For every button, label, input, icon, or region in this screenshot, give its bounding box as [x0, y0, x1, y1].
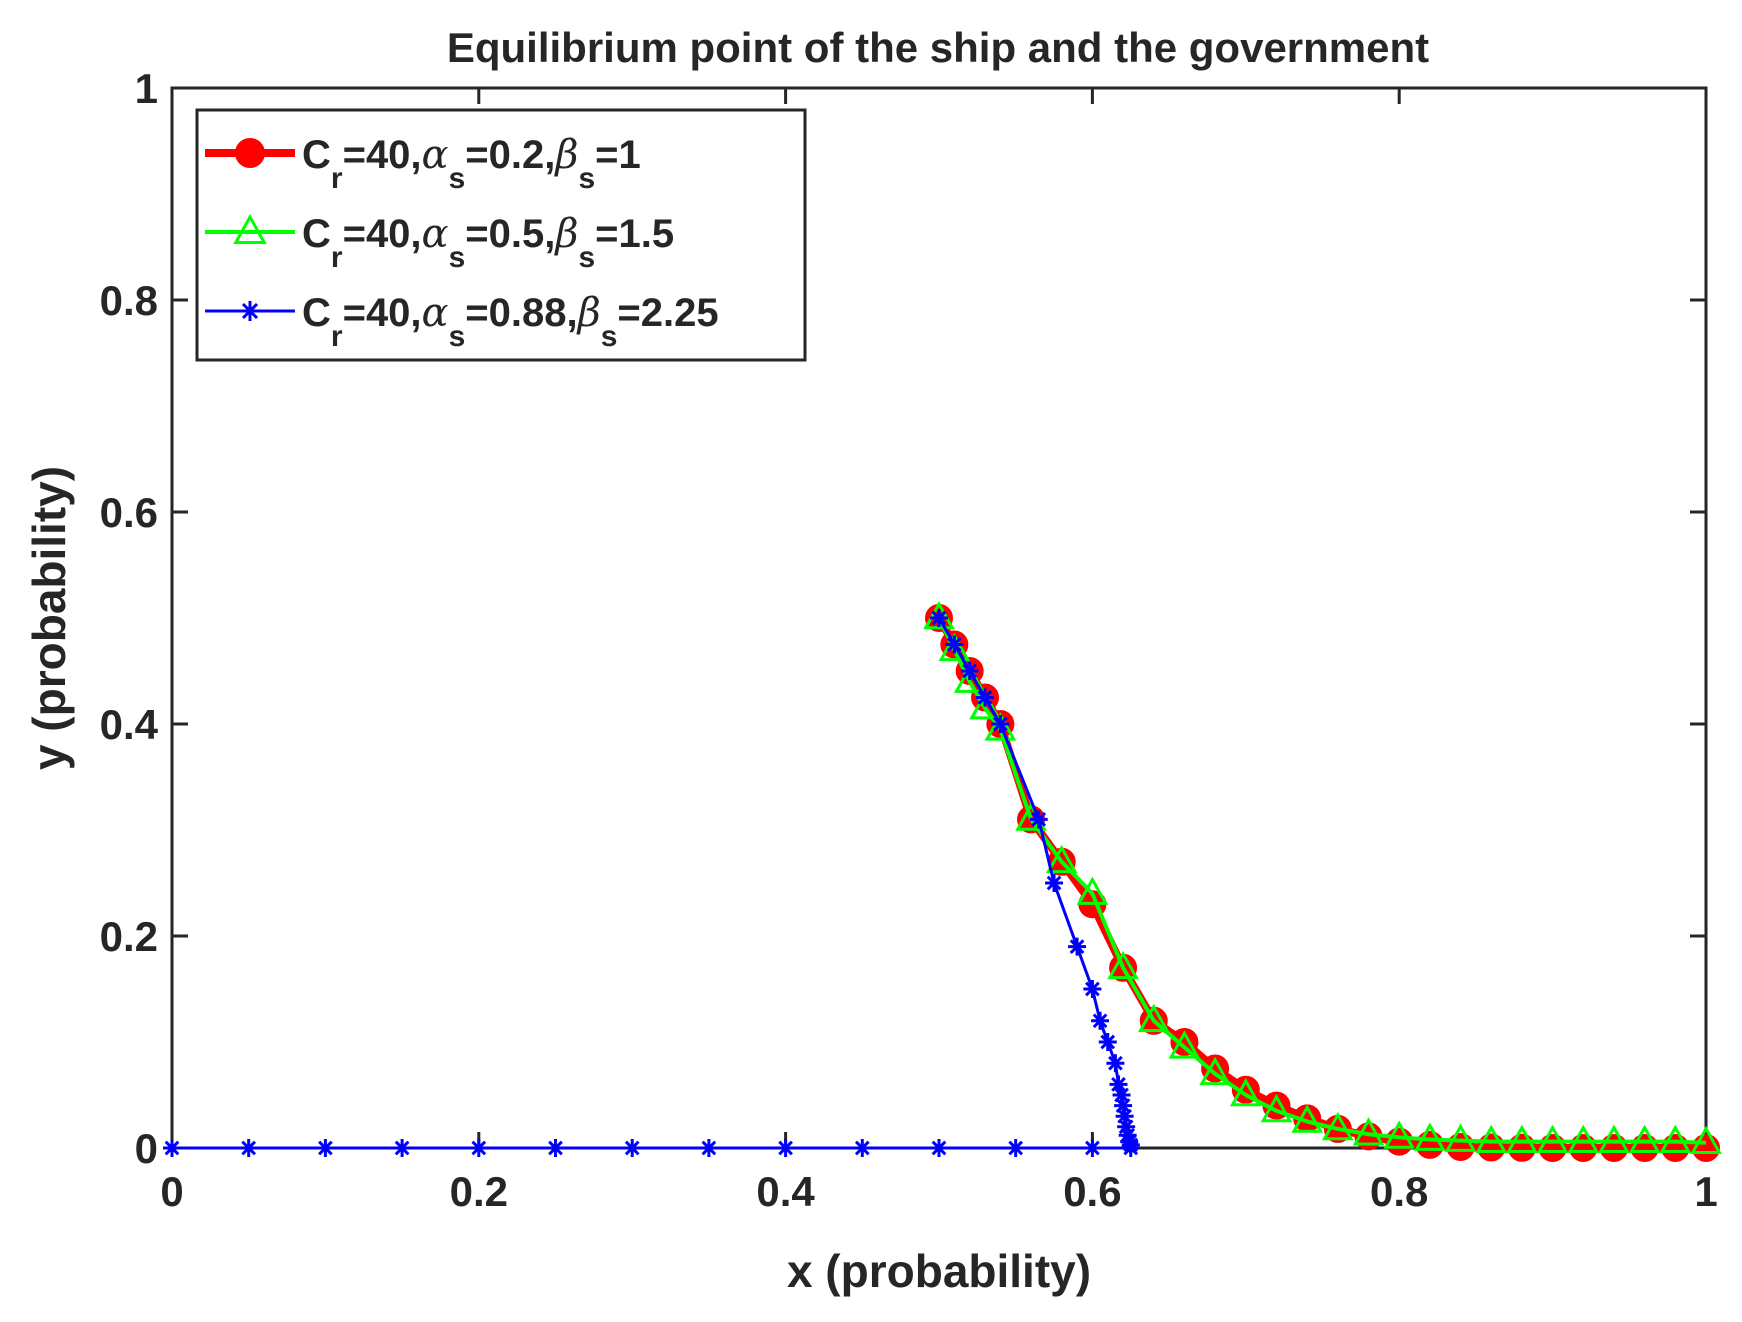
data-point-circle — [1507, 1133, 1536, 1162]
data-point-circle — [1201, 1054, 1230, 1083]
data-point-star — [930, 609, 948, 627]
data-point-triangle — [1107, 950, 1139, 980]
data-point-triangle — [1414, 1122, 1446, 1151]
data-point-circle — [1661, 1134, 1690, 1162]
data-point-star — [930, 1139, 948, 1157]
y-axis-label: y (probability) — [23, 466, 75, 770]
y-tick-label: 0.6 — [100, 489, 158, 536]
legend-label: Cr=40,αs=0.88,βs=2.25 — [302, 290, 719, 353]
data-point-star — [163, 1139, 181, 1157]
data-point-triangle — [1352, 1117, 1385, 1146]
data-point-circle — [1538, 1134, 1567, 1162]
data-point-triangle — [1536, 1124, 1569, 1153]
data-point-star — [1068, 937, 1087, 956]
data-point-star — [960, 662, 979, 680]
x-tick-label: 0.8 — [1370, 1168, 1428, 1215]
data-point-circle — [235, 138, 265, 168]
x-axis-label: x (probability) — [787, 1245, 1091, 1297]
legend-box — [195, 108, 807, 362]
data-point-circle — [1477, 1133, 1506, 1162]
data-point-triangle — [1168, 1030, 1201, 1059]
data-point-triangle — [1567, 1124, 1600, 1153]
data-point-triangle — [1506, 1124, 1538, 1153]
data-point-triangle — [1475, 1124, 1508, 1153]
data-point-circle — [1569, 1134, 1598, 1162]
data-point-star — [1083, 1139, 1102, 1157]
data-point-star — [623, 1139, 642, 1157]
x-tick-label: 0 — [160, 1168, 183, 1215]
data-point-triangle — [1229, 1077, 1262, 1107]
data-point-star — [239, 1139, 258, 1157]
y-tick-label: 0 — [135, 1125, 158, 1172]
data-point-triangle — [1045, 844, 1078, 874]
legend-entries: Cr=40,αs=0.2,βs=1 Cr=40,αs=0.5,βs=1.5 Cr=4… — [205, 132, 719, 353]
data-point-star — [945, 635, 964, 654]
legend-label: Cr=40,αs=0.5,βs=1.5 — [302, 211, 674, 274]
data-point-triangle — [1690, 1125, 1722, 1154]
legend-entry-1: Cr=40,αs=0.2,βs=1 — [205, 132, 641, 195]
data-point-circle — [1599, 1134, 1628, 1162]
data-point-triangle — [1291, 1104, 1324, 1133]
y-tick-label: 0.2 — [100, 913, 158, 960]
data-point-star — [1091, 1011, 1110, 1030]
data-point-triangle — [984, 712, 1017, 741]
legend-label: Cr=40,αs=0.2,βs=1 — [302, 132, 641, 195]
y-tick-label: 0.4 — [100, 701, 159, 748]
data-point-star — [776, 1139, 795, 1157]
y-tick-label: 0.8 — [100, 277, 158, 324]
data-point-triangle — [1199, 1056, 1231, 1086]
data-point-triangle — [1137, 1003, 1170, 1033]
data-point-star — [393, 1139, 412, 1157]
data-point-star — [240, 301, 260, 321]
data-point-triangle — [938, 632, 971, 662]
data-point-triangle — [1383, 1120, 1416, 1149]
data-point-star — [469, 1139, 488, 1157]
legend-entry-2: Cr=40,αs=0.5,βs=1.5 — [205, 211, 674, 274]
data-point-circle — [1630, 1134, 1659, 1162]
legend: Cr=40,αs=0.2,βs=1 Cr=40,αs=0.5,βs=1.5 Cr=4… — [195, 108, 807, 362]
data-point-star — [1029, 810, 1048, 829]
data-point-star — [316, 1139, 335, 1157]
data-point-triangle — [1321, 1111, 1354, 1141]
chart-title: Equilibrium point of the ship and the go… — [447, 24, 1429, 71]
series-layer — [163, 600, 1722, 1162]
data-point-triangle — [233, 213, 267, 244]
data-point-triangle — [1260, 1093, 1293, 1123]
data-point-triangle — [923, 600, 955, 630]
data-point-star — [1106, 1054, 1125, 1073]
x-tick-label: 1 — [1694, 1168, 1717, 1215]
data-point-circle — [1170, 1028, 1199, 1056]
data-point-star — [1045, 874, 1064, 892]
data-point-star — [1006, 1139, 1025, 1157]
data-point-triangle — [1659, 1124, 1692, 1153]
data-point-star — [1083, 980, 1102, 998]
data-point-star — [991, 715, 1010, 733]
data-point-star — [699, 1139, 718, 1157]
x-tick-label: 0.2 — [450, 1168, 508, 1215]
data-point-circle — [1446, 1132, 1475, 1161]
data-point-triangle — [1598, 1124, 1630, 1153]
data-point-star — [976, 688, 995, 707]
data-point-star — [1098, 1033, 1117, 1051]
data-point-triangle — [1628, 1124, 1661, 1153]
series-3 — [163, 609, 1140, 1157]
data-point-triangle — [1444, 1123, 1477, 1152]
ticks-layer: 0 0.2 0.4 0.6 0.8 1 0 0.2 0.4 0.6 0.8 1 — [100, 65, 1718, 1215]
data-point-star — [546, 1139, 565, 1157]
data-point-triangle — [1076, 876, 1109, 905]
x-tick-label: 0.4 — [756, 1168, 815, 1215]
series-line — [937, 617, 1707, 1145]
data-point-star — [1115, 1107, 1134, 1126]
data-point-star — [1121, 1139, 1140, 1157]
legend-entry-3: Cr=40,αs=0.88,βs=2.25 — [205, 290, 719, 353]
y-tick-label: 1 — [135, 65, 158, 112]
x-tick-label: 0.6 — [1063, 1168, 1121, 1215]
data-point-star — [853, 1139, 872, 1157]
